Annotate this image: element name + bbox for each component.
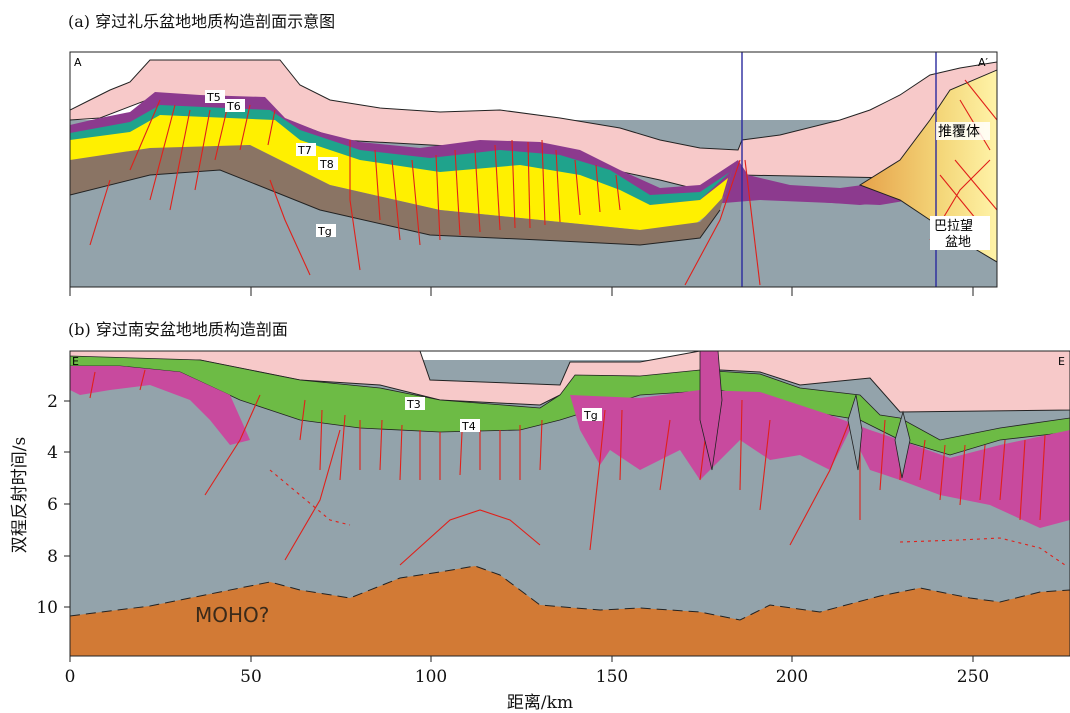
svg-text:T8: T8 [319,158,334,171]
horizon-label-t8: T8 [318,157,338,171]
thrust-label: 推覆体 [936,122,990,140]
svg-text:Tg: Tg [317,225,332,238]
panel-b-section [70,351,1070,656]
moho-label: MOHO? [195,603,269,627]
panel-b-corner-left: E [72,355,79,368]
x-tick-250: 250 [957,667,989,687]
horizon-label-tg-b: Tg [582,408,602,422]
thrust-body [858,69,997,263]
x-tick-50: 50 [240,667,262,687]
panel-a-section [70,52,997,287]
green-layer-b [70,355,1070,456]
horizon-label-t6: T6 [225,99,245,113]
y-tick-10: 10 [36,598,58,618]
horizon-label-t5: T5 [205,90,225,104]
svg-text:巴拉望: 巴拉望 [934,218,973,234]
svg-text:Tg: Tg [583,409,598,422]
y-axis-ticks: 2 4 6 8 10 [36,392,70,618]
y-tick-4: 4 [47,443,58,463]
panel-a-caption: (a) 穿过礼乐盆地地质构造剖面示意图 [68,12,336,31]
y-tick-2: 2 [47,392,58,412]
x-tick-150: 150 [596,667,628,687]
horizon-label-t4: T4 [460,419,480,433]
x-tick-0: 0 [65,667,76,687]
palawan-basin-label: 巴拉望 盆地 [930,216,990,250]
svg-text:T5: T5 [206,91,221,104]
svg-text:T3: T3 [406,398,421,411]
horizon-label-tg-a: Tg [316,224,336,238]
x-tick-100: 100 [415,667,447,687]
y-tick-6: 6 [47,495,58,515]
purple-layer-a [70,92,997,210]
svg-text:推覆体: 推覆体 [938,124,980,140]
x-tick-200: 200 [776,667,808,687]
x-axis-ticks: 0 50 100 150 200 250 [65,656,989,687]
svg-text:T6: T6 [226,100,241,113]
yellow-layer-a [70,115,728,230]
panel-a-corner-left: A [74,56,82,69]
magenta-layer-b [70,366,250,445]
y-tick-8: 8 [47,547,58,567]
horizon-label-t3: T3 [405,397,425,411]
panel-b-caption: (b) 穿过南安盆地地质构造剖面 [68,320,288,339]
x-axis-label: 距离/km [506,693,574,713]
panel-b-corner-right: E [1058,355,1065,368]
panel-a-corner-right: A′ [978,56,989,69]
horizon-label-t7: T7 [296,143,316,157]
svg-text:T7: T7 [297,144,312,157]
moho-layer [70,565,1070,656]
brown-layer-a [70,145,735,245]
svg-text:T4: T4 [461,420,476,433]
svg-text:盆地: 盆地 [945,235,971,250]
